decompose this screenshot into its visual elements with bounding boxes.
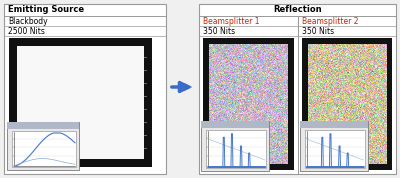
Bar xyxy=(199,4,396,174)
Text: Reflection: Reflection xyxy=(273,6,322,14)
Bar xyxy=(4,4,166,174)
Text: Beamsplitter 1: Beamsplitter 1 xyxy=(203,17,260,25)
Bar xyxy=(17,46,144,159)
Text: 350 Nits: 350 Nits xyxy=(302,27,334,35)
Bar xyxy=(300,121,368,171)
Bar xyxy=(304,130,364,168)
Text: Beamsplitter 2: Beamsplitter 2 xyxy=(302,17,358,25)
Bar xyxy=(9,38,152,167)
Bar xyxy=(206,130,266,168)
Bar xyxy=(201,121,269,171)
Text: Blackbody: Blackbody xyxy=(8,17,48,25)
Text: 2500 Nits: 2500 Nits xyxy=(8,27,45,35)
Bar xyxy=(302,38,392,170)
FancyArrowPatch shape xyxy=(172,83,192,91)
Text: 350 Nits: 350 Nits xyxy=(203,27,235,35)
Bar xyxy=(7,122,79,170)
Bar xyxy=(203,38,294,170)
Bar xyxy=(300,121,368,128)
Text: Emitting Source: Emitting Source xyxy=(8,6,84,14)
Bar xyxy=(201,121,269,128)
Bar xyxy=(12,131,76,167)
Bar xyxy=(7,122,79,129)
